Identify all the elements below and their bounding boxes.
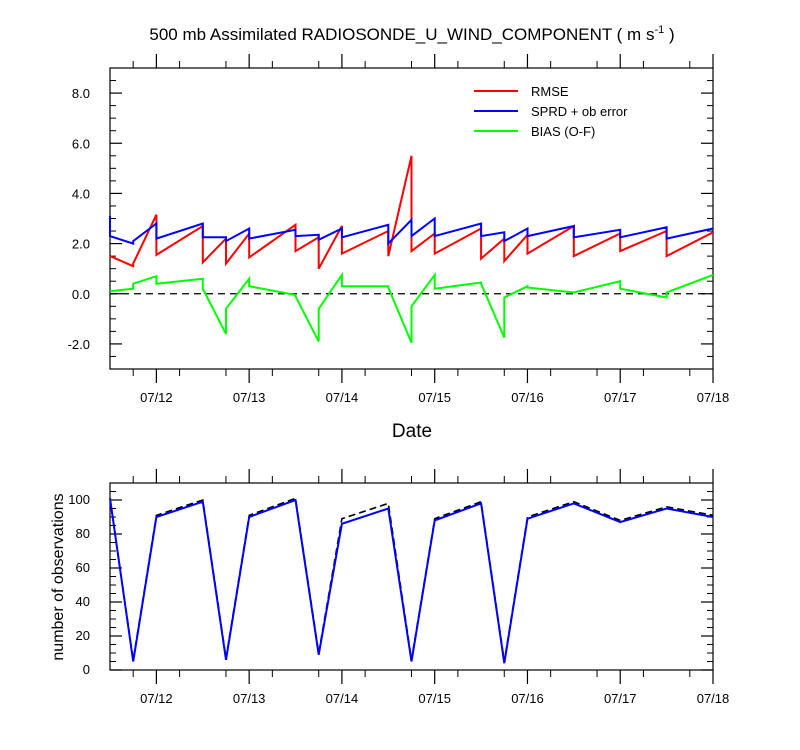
x-tick-label: 07/14 (326, 691, 359, 706)
x-tick-label: 07/15 (418, 691, 451, 706)
x-tick-label: 07/13 (233, 390, 266, 405)
top-plot-area: 07/12 07/13 07/14 07/15 07/16 07/17 07/18 -2.0 0… (68, 54, 730, 405)
x-tick-label: 07/16 (511, 390, 544, 405)
plot-frame (109, 482, 714, 671)
chart-title: 500 mb Assimilated RADIOSONDE_U_WIND_COM… (149, 24, 674, 44)
x-tick-label: 07/16 (511, 691, 544, 706)
series-line-solid (109, 498, 714, 664)
legend-label: SPRD + ob error (531, 104, 628, 119)
x-tick-label: 07/14 (326, 390, 359, 405)
y-tick-label: 0.0 (72, 287, 90, 302)
x-tick-label: 07/17 (604, 691, 637, 706)
x-tick-label: 07/13 (233, 691, 266, 706)
x-axis-label: Date (392, 421, 432, 442)
series-line-bias-o-f (109, 271, 714, 344)
legend-label: BIAS (O-F) (531, 124, 595, 139)
x-tick-label: 07/12 (140, 390, 173, 405)
bottom-chart: 07/12 07/13 07/14 07/15 07/16 07/17 07/18 0 20 40… (50, 469, 729, 706)
y-tick-label: -2.0 (68, 337, 90, 352)
y-tick-label: 80 (76, 526, 90, 541)
top-chart: 500 mb Assimilated RADIOSONDE_U_WIND_COM… (68, 24, 730, 442)
top-legend: RMSE SPRD + ob error BIAS (O-F) (474, 84, 628, 139)
x-tick-label: 07/15 (418, 390, 451, 405)
legend-label: RMSE (531, 84, 569, 99)
y-tick-label: 100 (68, 492, 90, 507)
x-tick-label: 07/17 (604, 390, 637, 405)
series-line-sprd-ob-error (109, 216, 714, 247)
y-tick-label: 40 (76, 594, 90, 609)
y-tick-label: 2.0 (72, 237, 90, 252)
y-tick-label: 0 (83, 662, 90, 677)
series-line-dashed (109, 497, 714, 662)
y-tick-label: 60 (76, 560, 90, 575)
y-tick-label: 4.0 (72, 186, 90, 201)
x-tick-label: 07/12 (140, 691, 173, 706)
bottom-plot-area: 07/12 07/13 07/14 07/15 07/16 07/17 07/18 0 20 40… (68, 469, 729, 706)
title-unit-exponent: -1 (654, 24, 664, 36)
x-tick-label: 07/18 (697, 390, 730, 405)
y-axis-label: number of observations (50, 493, 67, 660)
y-tick-label: 8.0 (72, 86, 90, 101)
y-tick-label: 20 (76, 628, 90, 643)
series-line-rmse (109, 155, 714, 270)
y-tick-label: 6.0 (72, 136, 90, 151)
x-tick-label: 07/18 (697, 691, 730, 706)
